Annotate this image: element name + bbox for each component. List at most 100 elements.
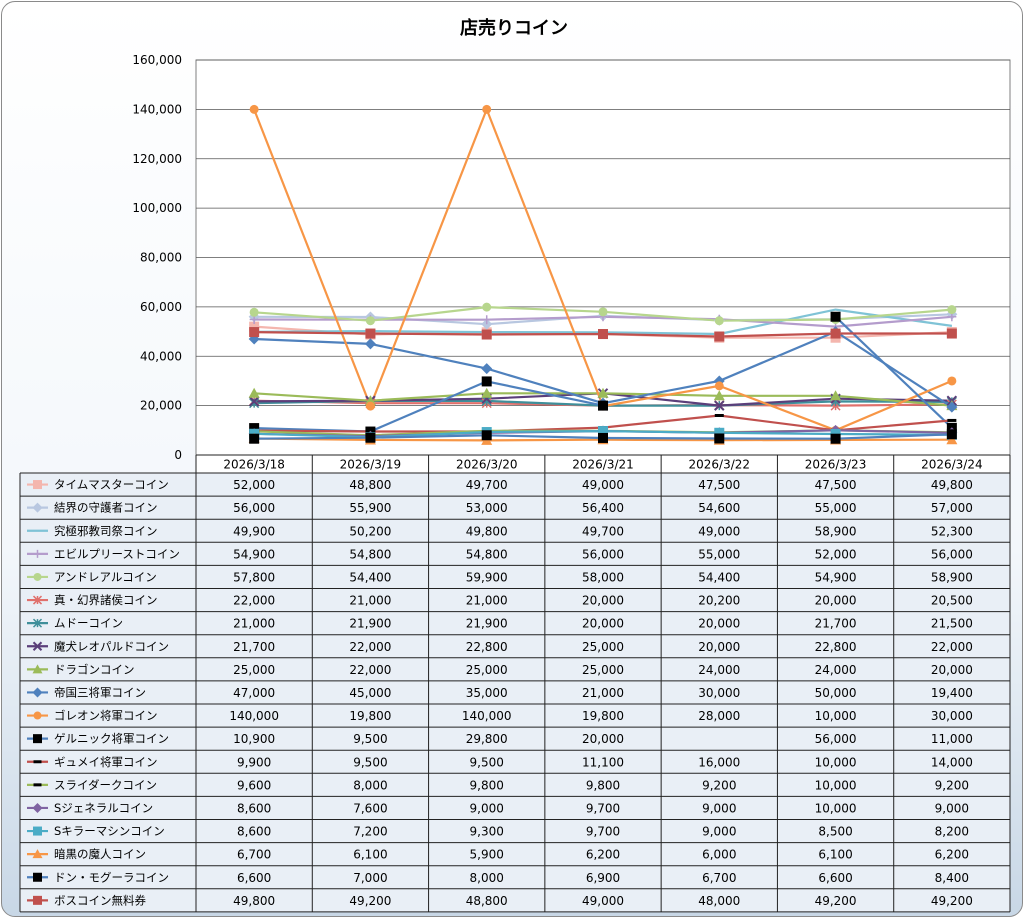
data-label: 58,900 xyxy=(815,524,857,538)
data-point xyxy=(481,363,493,375)
data-label: 49,800 xyxy=(931,478,973,492)
data-label: 7,600 xyxy=(353,801,387,815)
data-label: 22,000 xyxy=(349,663,391,677)
data-label: 21,000 xyxy=(233,617,275,631)
data-point xyxy=(946,429,957,440)
legend-marker xyxy=(32,849,43,859)
legend-marker xyxy=(33,895,42,905)
legend-marker xyxy=(32,802,43,813)
data-label: 25,000 xyxy=(233,663,275,677)
data-label: 52,300 xyxy=(931,524,973,538)
data-label: 22,800 xyxy=(466,640,508,654)
data-label: 9,200 xyxy=(702,778,736,792)
data-label: 8,500 xyxy=(818,825,852,839)
data-label: 47,500 xyxy=(698,478,740,492)
data-label: 10,000 xyxy=(815,778,857,792)
data-label: 54,400 xyxy=(698,570,740,584)
data-point xyxy=(481,329,492,340)
data-label: 9,600 xyxy=(237,778,271,792)
data-label: 20,200 xyxy=(698,594,740,608)
data-point xyxy=(947,418,957,422)
y-tick-label: 0 xyxy=(174,448,182,462)
data-point xyxy=(714,400,725,411)
data-label: 57,800 xyxy=(233,570,275,584)
legend-entry: 魔犬レオパルドコイン xyxy=(54,639,169,653)
data-label: 6,000 xyxy=(702,848,736,862)
legend-entry: ムドーコイン xyxy=(54,616,123,630)
y-tick-label: 20,000 xyxy=(140,399,182,413)
data-label: 25,000 xyxy=(582,663,624,677)
data-label: 20,000 xyxy=(698,640,740,654)
legend-marker xyxy=(33,549,42,558)
data-label: 21,000 xyxy=(582,686,624,700)
data-point xyxy=(482,302,492,312)
data-point xyxy=(830,390,842,401)
data-label: 9,800 xyxy=(586,778,620,792)
data-point xyxy=(713,390,725,401)
data-label: 20,000 xyxy=(815,594,857,608)
data-label: 19,800 xyxy=(582,709,624,723)
data-label: 22,000 xyxy=(349,640,391,654)
data-label: 55,000 xyxy=(698,547,740,561)
data-label: 56,400 xyxy=(582,501,624,515)
data-label: 8,000 xyxy=(353,778,387,792)
data-label: 7,000 xyxy=(353,871,387,885)
chart-title: 店売りコイン xyxy=(460,17,568,39)
y-tick-label: 60,000 xyxy=(140,300,182,314)
data-point xyxy=(598,432,608,443)
data-label: 6,200 xyxy=(935,848,969,862)
data-label: 22,000 xyxy=(233,594,275,608)
data-label: 14,000 xyxy=(931,755,973,769)
data-label: 11,100 xyxy=(582,755,624,769)
data-point xyxy=(365,316,375,326)
data-label: 49,200 xyxy=(349,894,391,908)
legend-marker xyxy=(32,502,43,513)
data-label: 9,800 xyxy=(470,778,504,792)
data-label: 53,000 xyxy=(466,501,508,515)
data-label: 140,000 xyxy=(229,709,279,723)
data-label: 9,700 xyxy=(586,801,620,815)
data-label: 7,200 xyxy=(353,825,387,839)
legend-entry: 結界の守護者コイン xyxy=(54,501,158,515)
data-label: 49,200 xyxy=(815,894,857,908)
legend-entry: ボスコイン無料券 xyxy=(54,893,146,907)
data-point xyxy=(946,401,958,413)
data-label: 22,800 xyxy=(815,640,857,654)
data-label: 20,500 xyxy=(931,594,973,608)
data-label: 21,900 xyxy=(349,617,391,631)
data-label: 10,000 xyxy=(815,755,857,769)
data-point xyxy=(598,400,608,411)
data-point xyxy=(249,307,259,317)
x-tick-label: 2026/3/22 xyxy=(689,458,751,472)
data-label: 48,000 xyxy=(698,894,740,908)
data-label: 45,000 xyxy=(349,686,391,700)
data-point xyxy=(830,433,841,444)
data-label: 55,900 xyxy=(349,501,391,515)
data-point xyxy=(830,328,841,339)
data-point xyxy=(482,104,492,114)
legend-entry: タイムマスターコイン xyxy=(54,478,169,492)
legend-marker xyxy=(33,783,42,787)
data-label: 6,200 xyxy=(586,848,620,862)
data-label: 49,000 xyxy=(582,894,624,908)
legend-marker xyxy=(33,480,42,490)
data-point xyxy=(714,414,724,417)
x-tick-label: 2026/3/24 xyxy=(921,458,983,472)
data-label: 6,100 xyxy=(353,848,387,862)
x-tick-label: 2026/3/18 xyxy=(223,458,285,472)
data-point xyxy=(946,328,957,339)
legend-entry: 暗黒の魔人コイン xyxy=(54,847,146,861)
data-label: 49,700 xyxy=(582,524,624,538)
data-label: 16,000 xyxy=(698,755,740,769)
series-line xyxy=(254,316,953,433)
data-label: 56,000 xyxy=(931,547,973,561)
data-point xyxy=(947,376,957,386)
data-label: 6,100 xyxy=(818,848,852,862)
data-label: 52,000 xyxy=(233,478,275,492)
data-label: 8,000 xyxy=(470,871,504,885)
data-label: 58,900 xyxy=(931,570,973,584)
data-label: 24,000 xyxy=(698,663,740,677)
y-tick-label: 100,000 xyxy=(132,201,182,215)
y-tick-label: 40,000 xyxy=(140,349,182,363)
data-label: 6,600 xyxy=(818,871,852,885)
